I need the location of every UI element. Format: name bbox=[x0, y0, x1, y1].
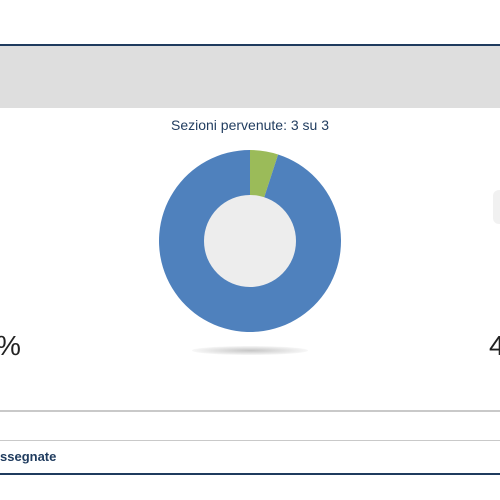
right-value: 4 bbox=[489, 330, 500, 361]
right-chart-edge bbox=[493, 190, 500, 224]
chart-shadow bbox=[192, 346, 308, 355]
left-percentage-value: % bbox=[0, 330, 21, 362]
assigned-row-label[interactable]: ssegnate bbox=[0, 449, 57, 464]
donut-hole bbox=[204, 195, 296, 287]
panel-top-border bbox=[0, 44, 500, 46]
sections-received-label: Sezioni pervenute: 3 su 3 bbox=[171, 117, 329, 133]
donut-chart bbox=[155, 146, 345, 336]
divider bbox=[0, 440, 500, 441]
donut-chart-svg bbox=[159, 150, 342, 332]
panel-header bbox=[0, 46, 500, 108]
divider bbox=[0, 410, 500, 412]
panel-bottom-border bbox=[0, 473, 500, 475]
